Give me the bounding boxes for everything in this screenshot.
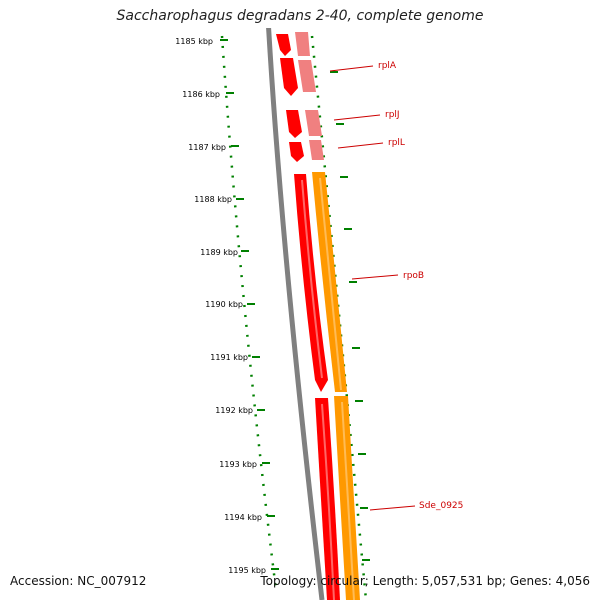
rpoB-rna-highlight: [319, 177, 342, 391]
gene-rplL: [289, 142, 304, 162]
map-title: Saccharophagus degradans 2-40, complete …: [116, 8, 484, 24]
gene-rplJ-light: [305, 110, 322, 136]
gene-top-red: [272, 0, 286, 6]
tick-label: 1190 kbp: [205, 300, 243, 309]
tick-label: 1195 kbp: [228, 566, 266, 575]
tick-label: 1194 kbp: [224, 513, 262, 522]
kbp-ticks: [220, 39, 279, 570]
tick-label: 1185 kbp: [175, 37, 213, 46]
kbp-tick-labels: 1185 kbp 1186 kbp 1187 kbp 1188 kbp 1189…: [175, 37, 266, 575]
gene-label-rpoB: rpoB: [403, 271, 424, 281]
genome-backbone: [266, 28, 325, 600]
tick-label: 1187 kbp: [188, 143, 226, 152]
gene-label-rplA: rplA: [378, 61, 397, 71]
gene-label-rplL: rplL: [388, 138, 405, 148]
tick-label: 1192 kbp: [215, 406, 253, 415]
tick-label: 1188 kbp: [194, 195, 232, 204]
gene-label-Sde_0925: Sde_0925: [419, 501, 463, 511]
tick-label: 1189 kbp: [200, 248, 238, 257]
gene-rplA-light: [298, 60, 316, 92]
scale-dotted-line: [220, 35, 278, 591]
gene-rplL-light: [309, 140, 324, 160]
gene-label-rplJ: rplJ: [385, 110, 400, 120]
gene-cds-1: [276, 34, 291, 56]
tick-label: 1191 kbp: [210, 353, 248, 362]
genome-summary-text: Topology: circular; Length: 5,057,531 bp…: [260, 574, 590, 588]
outer-ticks: [330, 71, 370, 561]
accession-text: Accession: NC_007912: [10, 574, 147, 588]
gene-top-orange: [292, 0, 306, 6]
rpoB-highlight: [301, 179, 323, 379]
Sde_0925-rna-highlight: [341, 401, 355, 600]
tick-label: 1186 kbp: [182, 90, 220, 99]
gene-rplA: [280, 58, 298, 96]
Sde_0925-highlight: [321, 403, 335, 600]
gene-labels: rplA rplJ rplL rpoB Sde_0925: [329, 61, 463, 511]
gene-cds-1-light: [295, 32, 310, 56]
gene-rplJ: [286, 110, 302, 138]
tick-label: 1193 kbp: [219, 460, 257, 469]
